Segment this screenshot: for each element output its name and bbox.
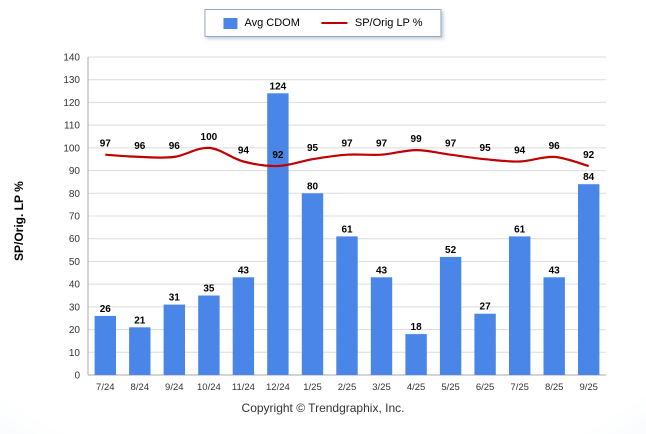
x-tick-label: 4/25 [407, 382, 426, 393]
bar-avg-cdom [232, 277, 255, 375]
y-tick-label: 60 [69, 234, 81, 245]
x-tick-label: 11/24 [232, 382, 255, 393]
y-tick-label: 140 [63, 53, 80, 64]
bar-value-label: 43 [376, 265, 388, 276]
y-tick-label: 50 [69, 257, 81, 268]
y-tick-label: 110 [64, 121, 80, 132]
bar-avg-cdom [543, 277, 565, 375]
x-tick-label: 7/24 [96, 382, 115, 393]
x-tick-label: 1/25 [303, 382, 322, 393]
bar-avg-cdom [267, 93, 289, 376]
line-value-label: 100 [201, 132, 218, 143]
bar-value-label: 80 [307, 181, 319, 192]
line-value-label: 94 [514, 146, 526, 157]
line-value-label: 92 [272, 150, 284, 161]
bar-avg-cdom [509, 236, 531, 375]
line-value-label: 97 [376, 139, 388, 150]
x-tick-label: 9/25 [579, 382, 598, 393]
x-tick-label: 2/25 [338, 382, 357, 393]
y-tick-label: 80 [69, 189, 81, 200]
y-tick-label: 130 [63, 75, 80, 86]
bar-avg-cdom [163, 304, 185, 375]
legend-item-avg-cdom: Avg CDOM [223, 17, 300, 29]
bar-value-label: 84 [583, 172, 595, 183]
bar-value-label: 26 [100, 304, 112, 315]
bar-value-label: 124 [270, 81, 287, 92]
y-tick-label: 70 [69, 212, 81, 223]
bar-avg-cdom [94, 315, 116, 375]
x-tick-label: 6/25 [476, 382, 495, 393]
y-tick-label: 30 [69, 302, 81, 313]
bar-value-label: 43 [238, 265, 250, 276]
bar-value-label: 61 [341, 224, 353, 235]
bar-avg-cdom [439, 256, 462, 375]
bar-avg-cdom [301, 193, 324, 375]
line-value-label: 96 [134, 141, 146, 152]
x-tick-label: 3/25 [372, 382, 391, 393]
line-value-label: 96 [549, 141, 561, 152]
y-tick-label: 40 [69, 280, 81, 291]
x-tick-label: 8/25 [545, 382, 564, 393]
x-tick-label: 10/24 [197, 382, 221, 393]
line-value-label: 97 [341, 139, 353, 150]
y-tick-label: 0 [74, 371, 80, 382]
y-tick-label: 20 [69, 325, 81, 336]
bar-value-label: 31 [169, 293, 181, 304]
x-tick-label: 5/25 [441, 382, 460, 393]
line-value-label: 96 [169, 141, 181, 152]
copyright-text: Copyright © Trendgraphix, Inc. [241, 401, 405, 415]
x-tick-label: 12/24 [266, 382, 290, 393]
bar-avg-cdom [578, 184, 600, 375]
line-value-label: 94 [238, 146, 250, 157]
bar-value-label: 52 [445, 245, 457, 256]
legend-item-sp-orig-lp: SP/Orig LP % [321, 17, 423, 29]
bar-value-label: 61 [514, 224, 526, 235]
x-tick-label: 9/24 [165, 382, 184, 393]
line-swatch-icon [321, 22, 348, 24]
bar-value-label: 18 [411, 322, 423, 333]
line-value-label: 97 [100, 139, 112, 150]
bar-value-label: 21 [134, 315, 146, 326]
x-tick-label: 8/24 [131, 382, 150, 393]
line-value-label: 92 [583, 150, 595, 161]
line-value-label: 95 [480, 143, 492, 154]
bar-avg-cdom [336, 236, 358, 375]
line-value-label: 95 [307, 143, 319, 154]
bar-value-label: 43 [549, 265, 561, 276]
y-tick-label: 10 [69, 348, 81, 359]
chart-legend: Avg CDOM SP/Orig LP % [204, 9, 442, 37]
y-tick-label: 120 [63, 98, 80, 109]
legend-label-sp-orig-lp: SP/Orig LP % [354, 17, 423, 29]
bar-avg-cdom [370, 277, 393, 375]
line-value-label: 97 [445, 139, 457, 150]
bar-value-label: 35 [203, 284, 215, 295]
y-tick-label: 100 [63, 143, 80, 154]
bar-value-label: 27 [480, 302, 492, 313]
bar-avg-cdom [198, 295, 220, 375]
bar-avg-cdom [405, 334, 427, 375]
x-tick-label: 7/25 [510, 382, 529, 393]
line-value-label: 99 [411, 134, 423, 145]
bar-swatch-icon [223, 17, 238, 29]
legend-label-avg-cdom: Avg CDOM [244, 17, 300, 29]
y-tick-label: 90 [69, 166, 81, 177]
bar-avg-cdom [129, 327, 151, 375]
bar-avg-cdom [474, 313, 496, 375]
sp-orig-lp-line [105, 146, 589, 168]
